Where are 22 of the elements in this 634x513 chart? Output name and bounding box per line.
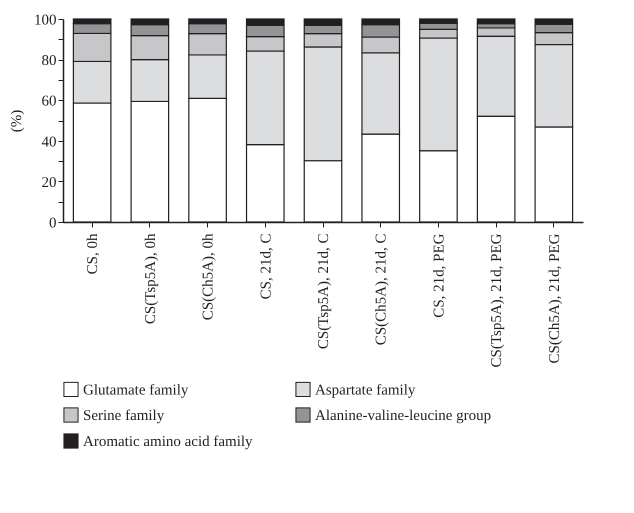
x-tick-label: CS, 0h bbox=[85, 233, 102, 274]
legend-label: Glutamate family bbox=[83, 382, 189, 398]
y-tick-label: 20 bbox=[42, 174, 56, 191]
x-tick-label: CS, 21d, C bbox=[258, 234, 274, 300]
y-tick-label: 60 bbox=[42, 94, 56, 110]
y-tick-label: 80 bbox=[42, 53, 56, 70]
x-tick-label: CS(Ch5A), 21d, PEG bbox=[546, 233, 563, 364]
y-tick-label: 0 bbox=[49, 216, 56, 232]
y-axis-title: (%) bbox=[9, 110, 25, 132]
bar bbox=[476, 18, 516, 24]
y-tick-label: 40 bbox=[42, 134, 56, 150]
x-tick-label: CS(Tsp5A), 21d, C bbox=[316, 234, 332, 350]
x-tick-label: CS(Tsp5A), 21d, PEG bbox=[489, 233, 506, 368]
x-tick-label: CS(Tsp5A), 0h bbox=[142, 233, 159, 324]
legend-label: Serine family bbox=[83, 408, 165, 424]
x-tick-label: CS(Ch5A), 21d, C bbox=[374, 234, 390, 346]
x-tick-label: CS(Ch5A), 0h bbox=[200, 233, 217, 320]
x-tick-label: CS, 21d, PEG bbox=[431, 233, 448, 318]
y-tick-label: 100 bbox=[34, 12, 56, 28]
legend-label: Alanine-valine-leucine group bbox=[315, 408, 492, 424]
legend-label: Aspartate family bbox=[315, 382, 416, 398]
legend-label: Aromatic amino acid family bbox=[83, 434, 254, 450]
